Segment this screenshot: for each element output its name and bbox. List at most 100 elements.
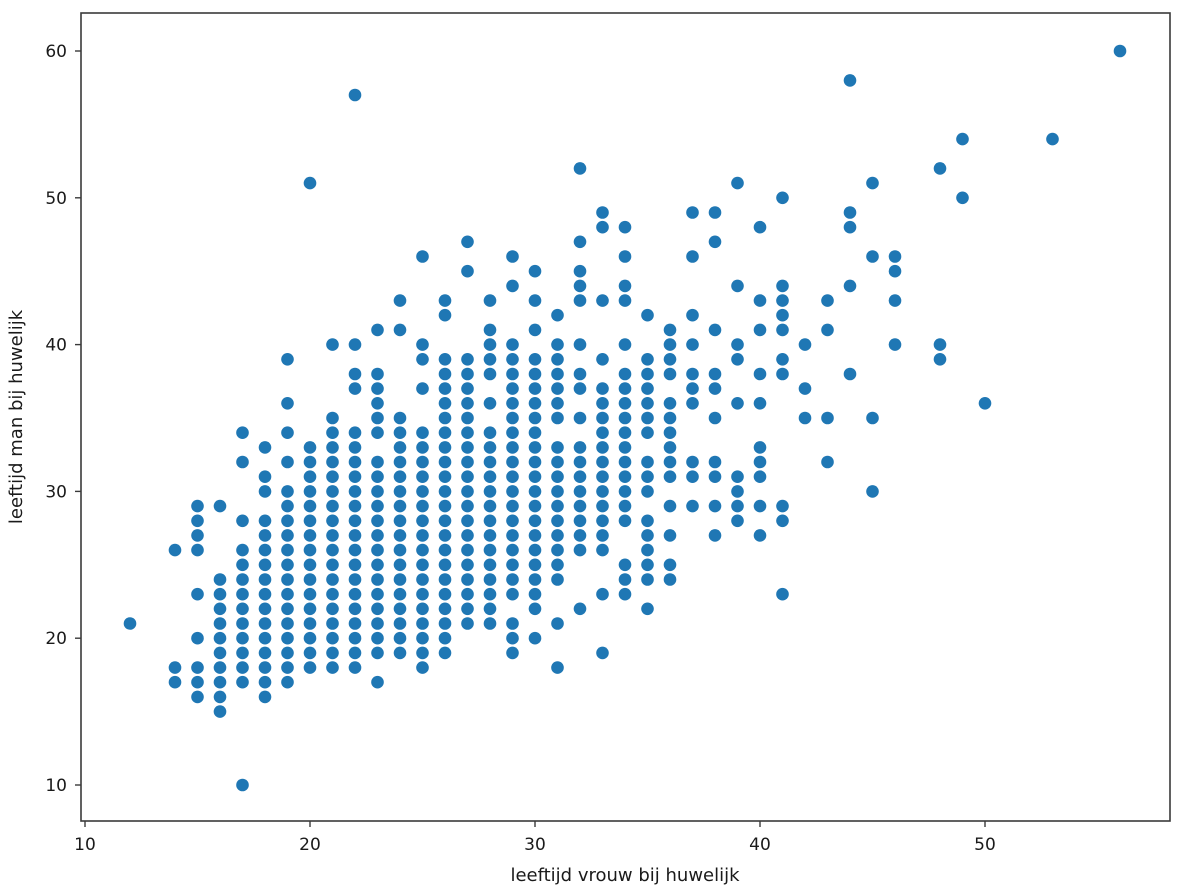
data-point [843,367,857,381]
data-point [663,573,677,586]
data-point [731,338,744,351]
data-point [416,529,429,542]
data-point [731,499,744,513]
data-point [348,455,362,469]
data-point [821,455,834,469]
data-point [506,587,519,601]
data-point [776,367,789,381]
data-point [416,426,429,440]
data-point [506,617,519,630]
data-point [596,206,609,219]
data-point [753,455,767,469]
data-point [326,485,339,498]
data-point [258,631,272,645]
data-point [843,74,857,87]
data-point [551,353,564,366]
data-point [933,353,947,366]
data-point [686,397,699,410]
data-point [281,426,294,440]
data-point [483,426,497,440]
data-point [618,470,632,484]
data-point [776,514,789,528]
data-point [438,646,452,660]
data-point [708,455,722,469]
data-point [461,411,474,425]
data-point [461,543,474,557]
data-point [573,499,587,513]
data-point [258,646,272,660]
data-point [596,426,609,440]
data-point [303,602,317,616]
data-point [528,470,542,484]
data-point [731,279,744,293]
data-point [1113,44,1127,58]
data-point [461,485,474,498]
data-point [798,382,812,395]
data-point [663,411,677,425]
data-point [776,499,789,513]
data-point [618,573,632,586]
data-point [483,558,497,572]
data-point [663,323,677,337]
data-point [686,338,699,351]
data-point [618,426,632,440]
data-point [596,485,609,498]
data-point [596,397,609,410]
data-point [461,264,474,278]
data-point [416,514,429,528]
data-point [641,397,654,410]
data-point [191,675,204,689]
data-point [596,294,609,307]
data-point [753,294,767,307]
data-point [483,367,497,381]
data-point [326,543,339,557]
data-point [506,279,519,293]
data-point [708,323,722,337]
data-point [596,382,609,395]
data-point [483,485,497,498]
data-point [236,778,249,792]
data-point [236,514,249,528]
data-point [416,558,429,572]
data-point [618,485,632,498]
data-point [641,411,654,425]
data-point [528,353,542,366]
data-point [281,631,294,645]
data-point [438,426,452,440]
data-point [258,441,272,454]
data-point [551,499,564,513]
data-point [191,514,204,528]
data-point [258,514,272,528]
data-point [641,455,654,469]
data-point [528,367,542,381]
data-point [371,558,384,572]
data-point [461,514,474,528]
data-point [348,514,362,528]
data-point [551,558,564,572]
data-point [281,573,294,586]
data-point [663,338,677,351]
data-point [371,675,384,689]
data-point [528,323,542,337]
data-point [191,690,204,704]
data-point [371,587,384,601]
data-point [461,587,474,601]
data-point [483,338,497,351]
data-point [393,455,407,469]
y-tick-label: 40 [45,336,67,356]
data-point [236,675,249,689]
data-point [393,470,407,484]
data-point [573,162,587,175]
data-point [821,323,834,337]
data-point [438,411,452,425]
data-point [236,587,249,601]
data-point [596,441,609,454]
data-point [753,529,767,542]
data-point [371,646,384,660]
data-point [213,675,227,689]
data-point [821,294,834,307]
data-point [573,235,587,249]
data-point [416,573,429,586]
data-point [843,279,857,293]
data-point [596,411,609,425]
